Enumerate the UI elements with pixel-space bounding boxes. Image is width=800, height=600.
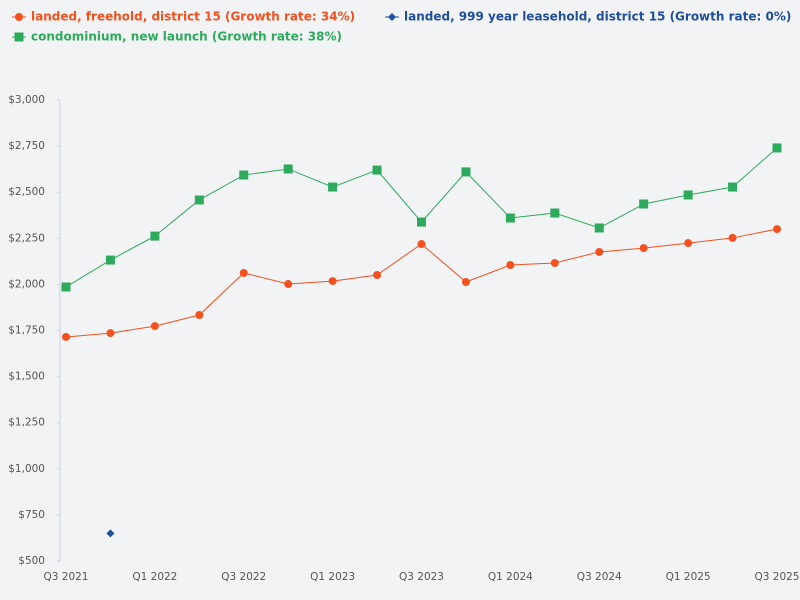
y-tick-label: $1,000: [8, 463, 45, 475]
x-tick-label: Q3 2022: [221, 571, 266, 583]
x-tick-label: Q1 2022: [132, 571, 177, 583]
x-tick-label: Q3 2021: [43, 571, 88, 583]
y-tick-label: $1,750: [8, 325, 45, 337]
marker: [328, 182, 338, 192]
marker: [106, 529, 115, 538]
legend-marker: [14, 32, 24, 42]
marker: [150, 322, 159, 331]
y-tick-label: $3,000: [8, 94, 45, 106]
x-tick-label: Q3 2025: [754, 571, 799, 583]
marker: [328, 277, 337, 286]
legend-marker: [15, 13, 23, 21]
x-tick-label: Q1 2023: [310, 571, 355, 583]
marker: [417, 240, 426, 249]
x-tick-label: Q3 2024: [577, 571, 622, 583]
marker: [772, 143, 782, 153]
y-tick-label: $2,250: [8, 232, 45, 244]
x-tick-label: Q1 2025: [666, 571, 711, 583]
marker: [595, 247, 604, 256]
marker: [550, 259, 559, 268]
y-tick-label: $1,500: [8, 371, 45, 383]
marker: [284, 280, 293, 289]
y-tick-label: $750: [18, 509, 45, 521]
y-tick-label: $2,500: [8, 186, 45, 198]
y-tick-label: $2,000: [8, 278, 45, 290]
marker: [594, 223, 604, 233]
x-tick-label: Q1 2024: [488, 571, 533, 583]
marker: [773, 225, 781, 234]
marker: [684, 239, 693, 248]
marker: [150, 231, 160, 241]
marker: [461, 167, 471, 177]
marker: [61, 282, 71, 292]
marker: [505, 213, 515, 223]
marker: [373, 270, 382, 279]
marker: [639, 244, 648, 253]
marker: [105, 255, 115, 265]
marker: [239, 170, 249, 180]
marker: [194, 195, 204, 205]
marker: [417, 217, 426, 227]
legend-label: condominium, new launch (Growth rate: 38…: [31, 30, 342, 44]
marker: [639, 199, 649, 209]
legend-marker: [388, 13, 396, 21]
legend-label: landed, freehold, district 15 (Growth ra…: [31, 10, 355, 24]
marker: [461, 278, 470, 287]
y-tick-label: $500: [18, 555, 45, 567]
marker: [683, 190, 693, 200]
y-tick-label: $2,750: [8, 140, 45, 152]
marker: [550, 208, 560, 218]
marker: [239, 268, 248, 277]
marker: [283, 164, 293, 174]
marker: [106, 329, 115, 338]
marker: [728, 233, 737, 242]
marker: [728, 182, 738, 192]
marker: [372, 165, 382, 175]
marker: [195, 311, 204, 320]
y-tick-label: $1,250: [8, 417, 45, 429]
marker: [506, 261, 515, 270]
x-tick-label: Q3 2023: [399, 571, 444, 583]
marker: [62, 332, 70, 341]
legend-label: landed, 999 year leasehold, district 15 …: [404, 10, 791, 24]
